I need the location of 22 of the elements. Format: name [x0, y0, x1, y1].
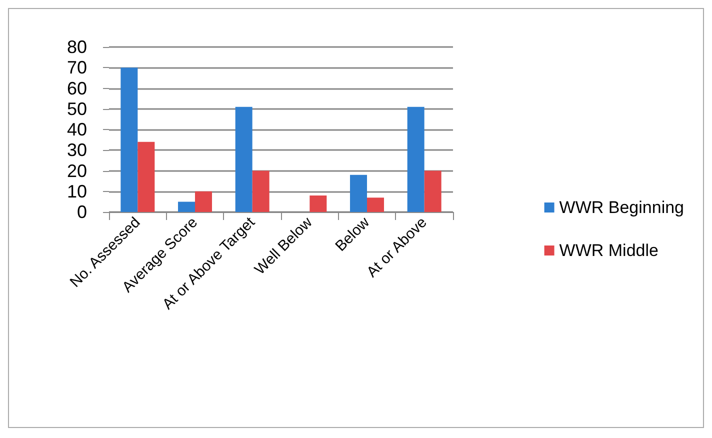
bar [252, 170, 270, 212]
bar [178, 202, 195, 212]
y-tick-label: 0 [76, 202, 87, 222]
bar [138, 142, 155, 212]
y-tick-label: 60 [66, 78, 87, 98]
y-tick-label: 70 [66, 58, 87, 78]
y-tick-label: 30 [66, 140, 87, 160]
bar [235, 106, 252, 212]
legend-label: WWR Middle [559, 241, 658, 260]
y-tick-label: 10 [66, 181, 87, 202]
y-tick-label: 80 [66, 37, 87, 57]
bar [424, 170, 442, 212]
y-tick-label: 20 [66, 160, 87, 181]
legend-label: WWR Beginning [559, 198, 684, 217]
bar [310, 196, 327, 212]
y-tick-label: 50 [66, 98, 87, 119]
bar [120, 68, 138, 212]
bar [350, 174, 367, 212]
bar [195, 191, 212, 212]
bar [407, 106, 424, 212]
bar [367, 198, 384, 212]
y-tick-label: 40 [66, 120, 87, 140]
